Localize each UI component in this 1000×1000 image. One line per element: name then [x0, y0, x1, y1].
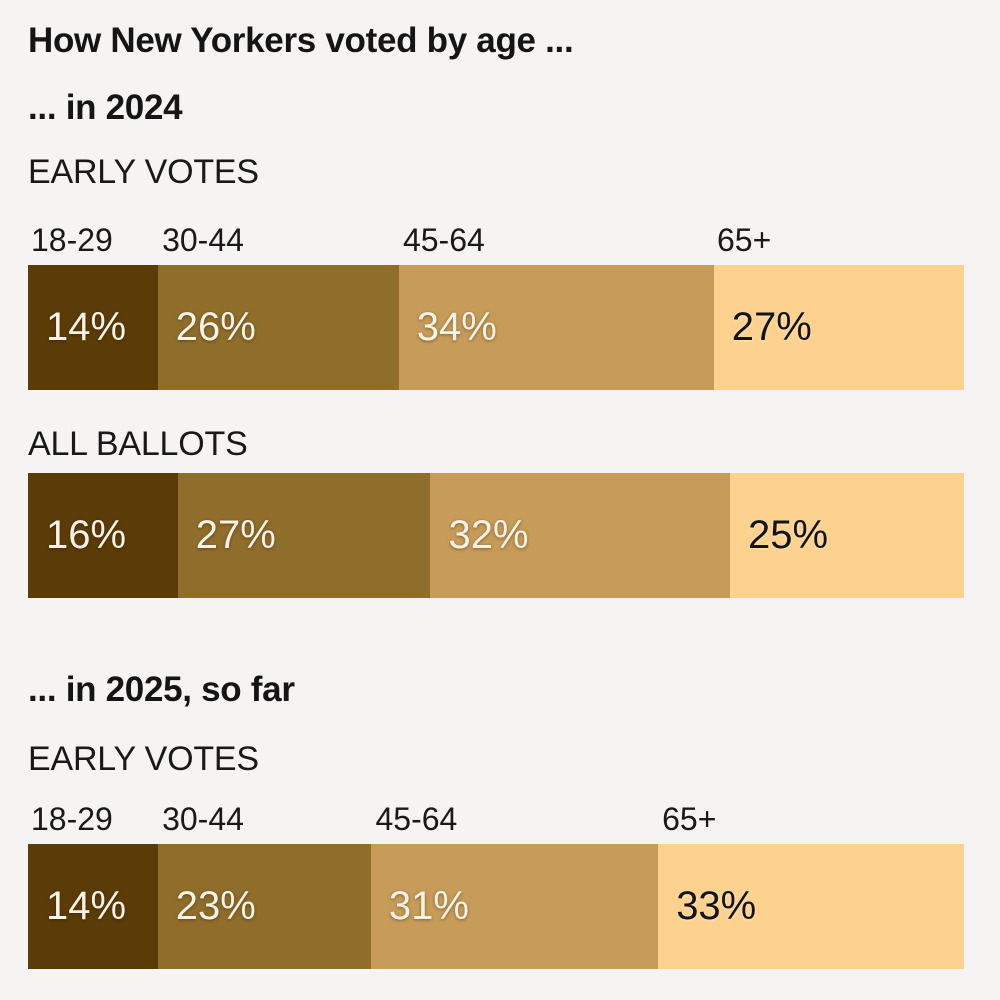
segment-value-label: 27% — [731, 305, 812, 349]
bar-segment-age-30-44: 26% — [157, 265, 399, 390]
segment-value-label: 23% — [175, 884, 256, 928]
segment-value-label: 33% — [676, 884, 757, 928]
bar-segment-age-18-29: 14% — [28, 265, 158, 390]
segment-value-label: 26% — [175, 305, 256, 349]
segment-value-label: 34% — [416, 305, 497, 349]
bar-segment-age-65+: 27% — [713, 265, 965, 390]
segment-value-label: 25% — [748, 513, 829, 557]
segment-value-label: 14% — [46, 305, 127, 349]
age-label-45-64: 45-64 — [402, 222, 485, 258]
chart-title: How New Yorkers voted by age ... — [28, 21, 574, 60]
segment-value-label: 31% — [388, 884, 469, 928]
bar-segment-age-30-44: 23% — [157, 844, 371, 969]
age-label-18-29: 18-29 — [31, 222, 113, 258]
bar-label-early-votes-2024: EARLY VOTES — [28, 153, 259, 191]
age-labels-row-2024: 18-29 30-44 45-64 65+ — [28, 222, 964, 258]
segment-value-label: 14% — [46, 884, 127, 928]
age-label-65+: 65+ — [716, 222, 772, 258]
age-label-30-44: 30-44 — [162, 222, 244, 258]
bar-segment-age-45-64: 31% — [370, 844, 659, 969]
stacked-bar-all-ballots-2024: 16% 27% 32% 25% — [28, 473, 964, 598]
segment-value-label: 32% — [448, 513, 529, 557]
section-heading-2024: ... in 2024 — [28, 88, 183, 127]
segment-value-label: 16% — [46, 513, 127, 557]
bar-label-all-ballots-2024: ALL BALLOTS — [28, 425, 248, 463]
age-label-30-44: 30-44 — [162, 801, 244, 837]
bar-segment-age-18-29: 14% — [28, 844, 158, 969]
chart-root: How New Yorkers voted by age ... ... in … — [0, 20, 972, 969]
bar-segment-age-45-64: 32% — [430, 473, 730, 598]
bar-segment-age-30-44: 27% — [177, 473, 431, 598]
segment-value-label: 27% — [195, 513, 276, 557]
bar-segment-age-65+: 33% — [658, 844, 965, 969]
bar-segment-age-18-29: 16% — [28, 473, 178, 598]
bar-segment-age-65+: 25% — [730, 473, 964, 598]
age-label-65+: 65+ — [662, 801, 717, 837]
age-labels-row-2025: 18-29 30-44 45-64 65+ — [28, 801, 964, 837]
section-heading-2025: ... in 2025, so far — [28, 670, 295, 709]
stacked-bar-early-votes-2024: 14% 26% 34% 27% — [28, 265, 965, 390]
age-label-18-29: 18-29 — [31, 801, 113, 837]
bar-segment-age-45-64: 34% — [398, 265, 714, 390]
age-label-45-64: 45-64 — [375, 801, 458, 837]
bar-label-early-votes-2025: EARLY VOTES — [28, 740, 259, 778]
stacked-bar-early-votes-2025: 14% 23% 31% 33% — [28, 844, 965, 969]
